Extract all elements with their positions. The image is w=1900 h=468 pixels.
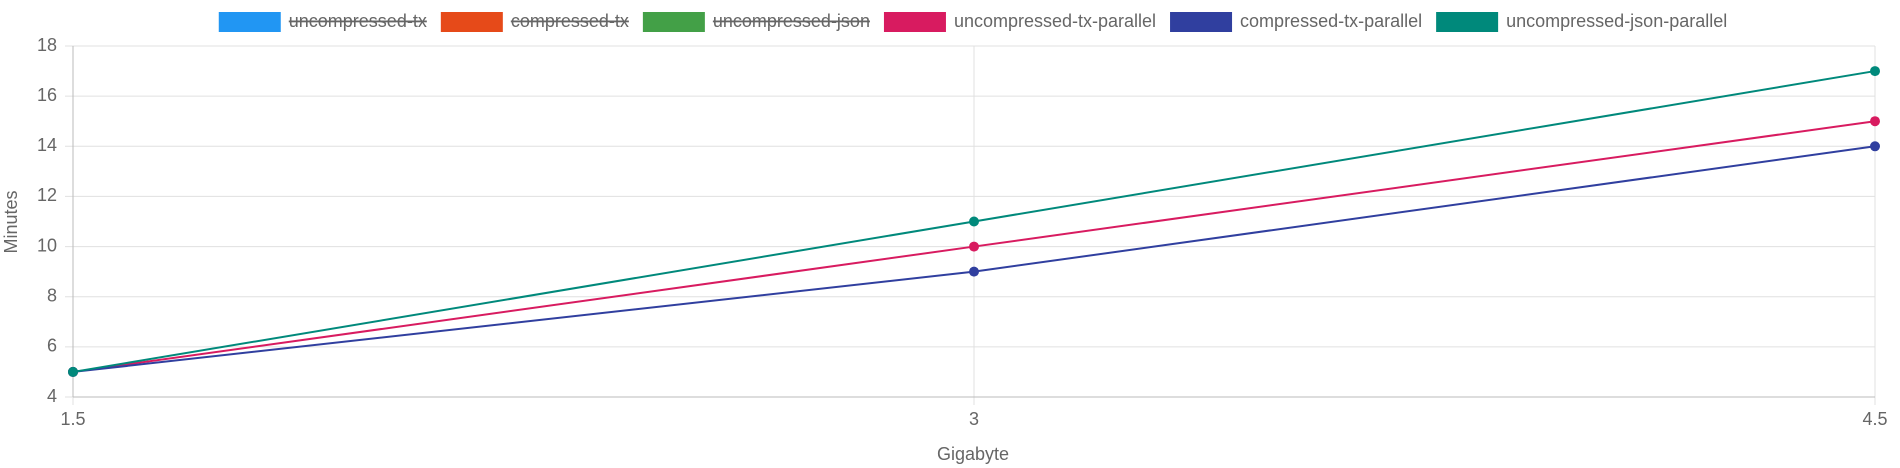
- legend-label: uncompressed-tx: [289, 11, 427, 31]
- legend-swatch: [440, 12, 503, 32]
- x-tick-label: 4.5: [1862, 409, 1887, 429]
- legend-item[interactable]: uncompressed-json-parallel: [1436, 11, 1727, 32]
- legend-label: uncompressed-tx-parallel: [954, 11, 1156, 31]
- legend-swatch: [1170, 12, 1233, 32]
- legend-item[interactable]: uncompressed-json: [642, 11, 870, 32]
- y-tick-label: 14: [37, 135, 57, 155]
- legend-swatch: [883, 12, 946, 32]
- x-tick-label: 3: [969, 409, 979, 429]
- x-tick-label: 1.5: [60, 409, 85, 429]
- legend-swatch: [218, 12, 281, 32]
- legend-item[interactable]: uncompressed-tx-parallel: [883, 11, 1156, 32]
- y-tick-label: 6: [47, 336, 57, 356]
- data-point: [1870, 116, 1880, 127]
- legend: uncompressed-tx compressed-tx uncompressed…: [218, 11, 1727, 32]
- legend-label: compressed-tx-parallel: [1240, 11, 1422, 31]
- legend-label: uncompressed-json: [713, 11, 870, 31]
- legend-label: compressed-tx: [511, 11, 629, 31]
- legend-item[interactable]: compressed-tx: [440, 11, 629, 32]
- y-tick-label: 12: [37, 185, 57, 205]
- data-point: [969, 241, 979, 252]
- legend-item[interactable]: compressed-tx-parallel: [1170, 11, 1422, 32]
- data-point: [969, 266, 979, 277]
- legend-swatch: [1436, 12, 1499, 32]
- legend-label: uncompressed-json-parallel: [1506, 11, 1727, 31]
- y-tick-label: 8: [47, 285, 57, 305]
- data-point: [969, 216, 979, 227]
- legend-item[interactable]: uncompressed-tx: [218, 11, 427, 32]
- x-axis-title: Gigabyte: [937, 444, 1009, 464]
- y-axis-title: Minutes: [1, 190, 21, 253]
- y-tick-label: 10: [37, 235, 57, 255]
- y-tick-label: 16: [37, 85, 57, 105]
- data-point: [68, 366, 78, 377]
- y-tick-label: 18: [37, 35, 57, 55]
- data-point: [1870, 141, 1880, 152]
- legend-swatch: [642, 12, 705, 32]
- y-tick-label: 4: [47, 386, 57, 406]
- data-point: [1870, 66, 1880, 77]
